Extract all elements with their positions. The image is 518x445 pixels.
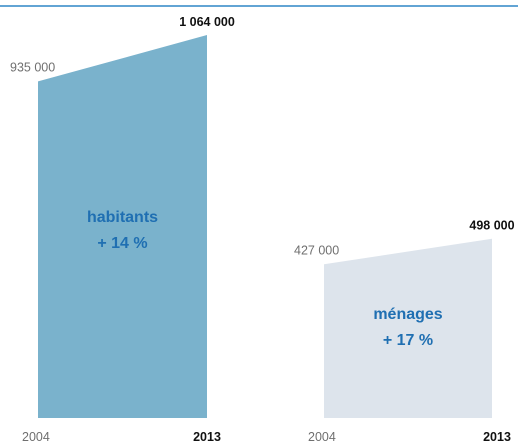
menages-value-2013: 498 000	[469, 219, 514, 233]
habitants-panel: 935 000 1 064 000 habitants + 14 % 2004 …	[10, 15, 235, 444]
habitants-label: habitants	[87, 209, 158, 226]
habitants-year-2013: 2013	[193, 430, 221, 444]
menages-year-2004: 2004	[308, 430, 336, 444]
menages-panel: 427 000 498 000 ménages + 17 % 2004 2013	[294, 219, 515, 444]
menages-area	[324, 238, 492, 418]
habitants-value-2004: 935 000	[10, 60, 55, 74]
menages-value-2004: 427 000	[294, 243, 339, 257]
habitants-change: + 14 %	[97, 235, 147, 252]
habitants-area	[38, 35, 207, 418]
menages-label: ménages	[373, 306, 442, 323]
habitants-value-2013: 1 064 000	[179, 15, 235, 29]
menages-year-2013: 2013	[483, 430, 511, 444]
menages-change: + 17 %	[383, 332, 433, 349]
habitants-year-2004: 2004	[22, 430, 50, 444]
